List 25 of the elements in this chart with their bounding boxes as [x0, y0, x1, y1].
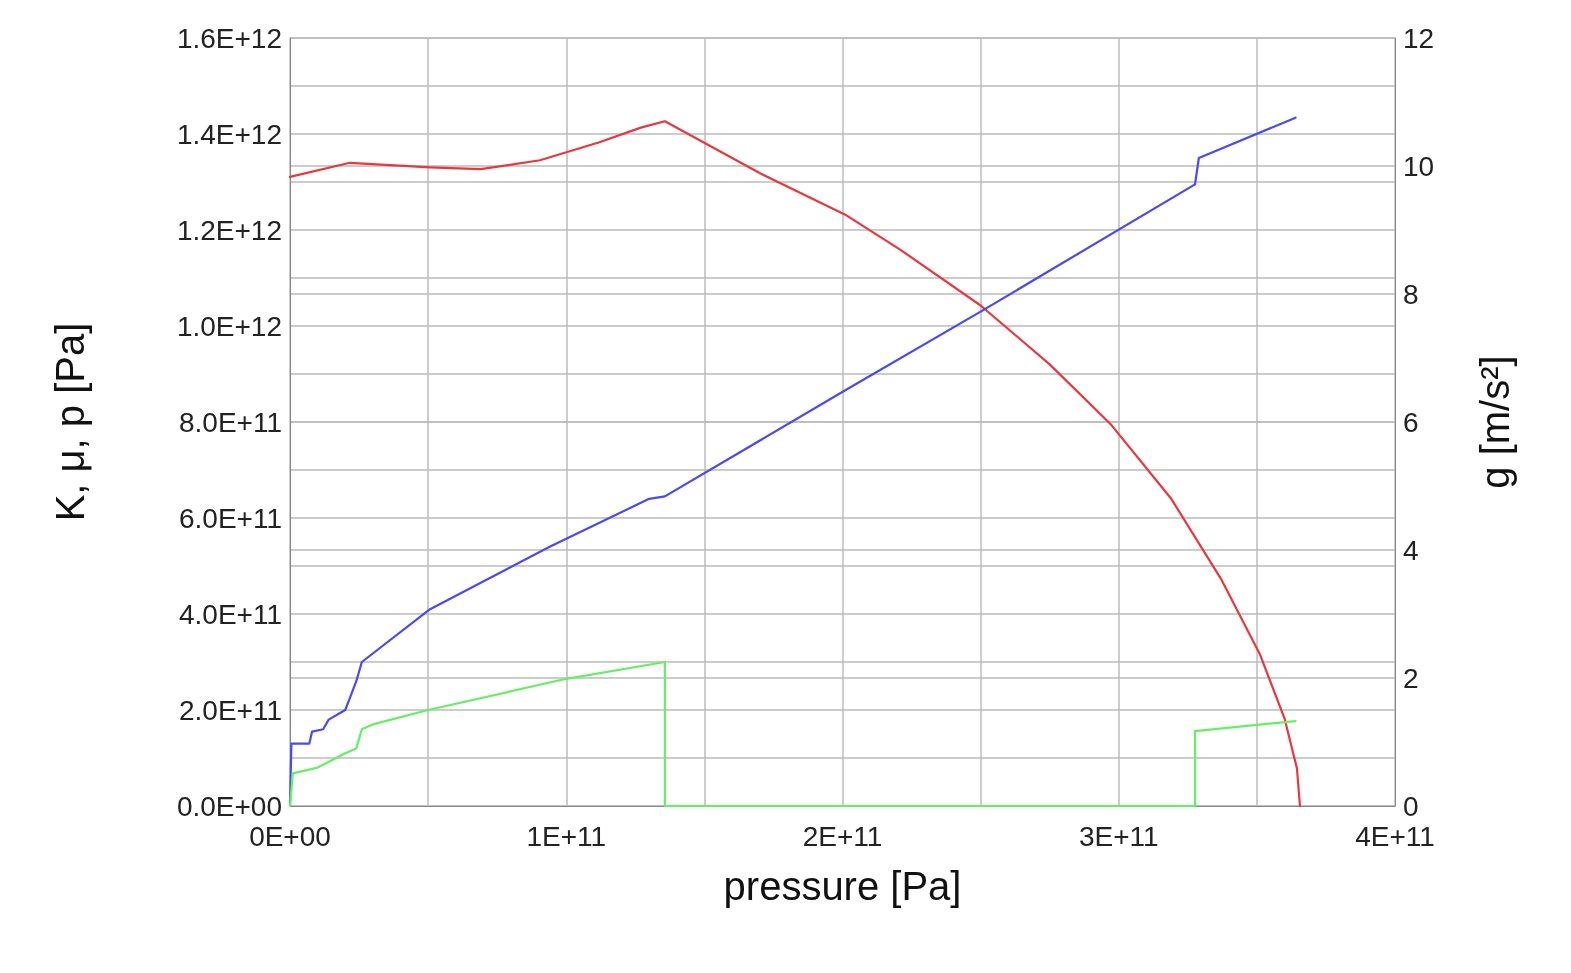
- y-tick-label: 1.0E+12: [176, 310, 282, 342]
- y2-axis-title: g [m/s²]: [1473, 355, 1517, 489]
- y-tick-label: 2.0E+11: [178, 694, 282, 726]
- y-tick-label: 1.6E+12: [176, 22, 282, 54]
- x-axis-title: pressure [Pa]: [723, 864, 962, 908]
- y-tick-label: 8.0E+11: [178, 406, 282, 438]
- line-series: [288, 660, 1297, 808]
- y-tick-label: 6.0E+11: [178, 502, 282, 534]
- y-axis-title: K, μ, p [Pa]: [48, 322, 92, 522]
- y2-tick-label: 8: [1403, 278, 1419, 310]
- y2-tick-label: 10: [1403, 150, 1435, 182]
- x-tick-label: 3E+11: [1078, 820, 1159, 852]
- y-tick-label: 4.0E+11: [178, 598, 282, 630]
- y-tick-label: 0.0E+00: [176, 790, 282, 822]
- x-tick-label: 0E+00: [249, 820, 331, 852]
- y-tick-label: 1.4E+12: [176, 118, 282, 150]
- y2-tick-label: 4: [1403, 534, 1419, 566]
- y2-tick-label: 12: [1403, 22, 1435, 54]
- x-tick-label: 1E+11: [526, 820, 607, 852]
- y-tick-label: 1.2E+12: [176, 214, 282, 246]
- x-tick-label: 2E+11: [802, 820, 883, 852]
- y2-tick-label: 0: [1403, 790, 1419, 822]
- x-tick-label: 4E+11: [1355, 820, 1435, 852]
- y2-tick-label: 2: [1403, 662, 1419, 694]
- y2-tick-label: 6: [1403, 406, 1419, 438]
